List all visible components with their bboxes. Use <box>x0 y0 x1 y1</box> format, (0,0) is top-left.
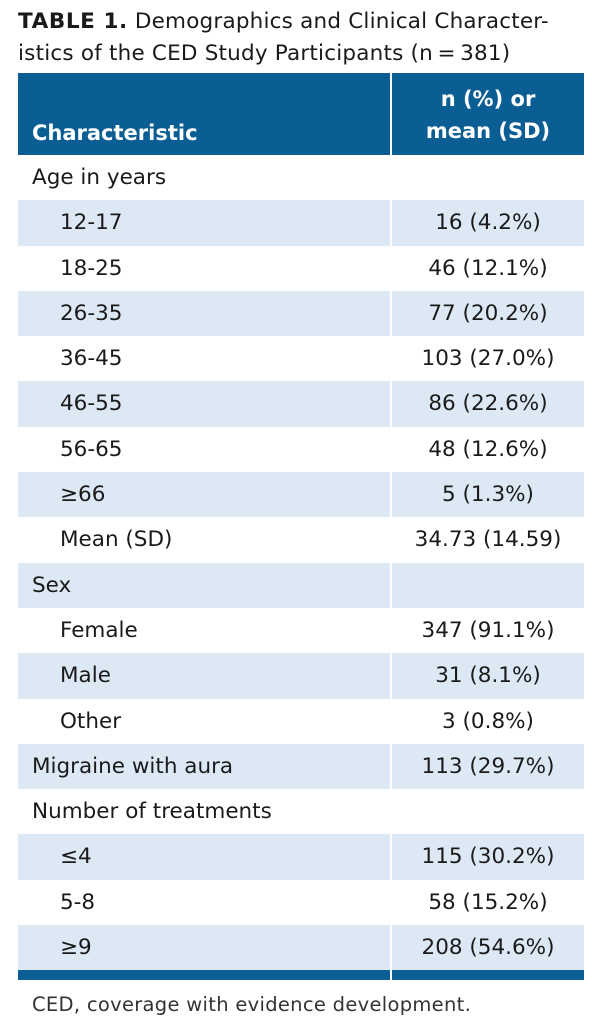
table-header: Characteristic n (%) or mean (SD) <box>18 73 584 155</box>
table-footnote: CED, coverage with evidence development. <box>32 993 472 1016</box>
column-divider <box>390 834 392 880</box>
row-label: 56-65 <box>60 436 123 462</box>
column-divider <box>390 743 392 790</box>
table-row: 5-8 58 (15.2%) <box>18 879 584 926</box>
table-number: TABLE 1. <box>18 9 128 34</box>
table-row: Migraine with aura 113 (29.7%) <box>18 743 584 790</box>
table-row: 18-25 46 (12.1%) <box>18 245 584 291</box>
header-value: n (%) or mean (SD) <box>392 83 584 147</box>
header-value-line1: n (%) or <box>440 87 536 111</box>
row-value: 16 (4.2%) <box>435 210 541 236</box>
row-value: 86 (22.6%) <box>428 391 548 417</box>
column-divider <box>390 381 392 427</box>
table-row: Female 347 (91.1%) <box>18 607 584 654</box>
header-characteristic: Characteristic <box>32 121 198 145</box>
table-body: Age in years 12-17 16 (4.2%) 18-25 46 (12.1%… <box>18 155 584 971</box>
caption-text-line2: istics of the CED Study Participants (n … <box>18 41 511 66</box>
column-divider <box>390 879 392 926</box>
row-label: 12-17 <box>60 210 123 236</box>
demographics-table: Characteristic n (%) or mean (SD) Age in… <box>18 73 584 981</box>
table-row: Male 31 (8.1%) <box>18 653 584 699</box>
row-label: 36-45 <box>60 346 123 372</box>
header-value-line2: mean (SD) <box>425 119 551 143</box>
row-value: 48 (12.6%) <box>428 436 548 462</box>
row-value: 3 (0.8%) <box>442 708 534 734</box>
table-row: ≥66 5 (1.3%) <box>18 472 584 518</box>
table-row: 56-65 48 (12.6%) <box>18 426 584 473</box>
row-label: Sex <box>32 572 72 598</box>
table-row: Sex <box>18 562 584 608</box>
row-value: 347 (91.1%) <box>421 617 555 643</box>
row-value: 115 (30.2%) <box>421 844 555 870</box>
row-value: 46 (12.1%) <box>428 255 548 281</box>
row-label: 18-25 <box>60 255 123 281</box>
column-divider <box>390 155 392 201</box>
row-value: 31 (8.1%) <box>435 663 541 689</box>
column-divider <box>390 426 392 473</box>
table-row: Number of treatments <box>18 789 584 835</box>
row-label: Female <box>60 617 138 643</box>
table-row: 12-17 16 (4.2%) <box>18 200 584 246</box>
row-value: 5 (1.3%) <box>442 482 534 508</box>
row-label: 46-55 <box>60 391 123 417</box>
table-row: 26-35 77 (20.2%) <box>18 290 584 337</box>
row-label: Number of treatments <box>32 799 272 825</box>
table-row: 36-45 103 (27.0%) <box>18 336 584 382</box>
row-value: 113 (29.7%) <box>421 753 555 779</box>
column-divider <box>390 245 392 291</box>
column-divider <box>390 517 392 563</box>
row-value: 208 (54.6%) <box>421 935 555 961</box>
column-divider <box>390 607 392 654</box>
table-row: ≥9 208 (54.6%) <box>18 925 584 971</box>
row-label: Male <box>60 663 111 689</box>
row-value: 77 (20.2%) <box>428 300 548 326</box>
table-row: Other 3 (0.8%) <box>18 698 584 744</box>
row-label: Age in years <box>32 165 167 190</box>
table-row: Age in years <box>18 155 584 201</box>
column-divider <box>390 336 392 382</box>
row-value: 34.73 (14.59) <box>414 527 562 553</box>
table-bottom-rule <box>18 970 584 981</box>
row-label: Migraine with aura <box>32 753 234 779</box>
row-label: Other <box>60 708 122 734</box>
row-label: 5-8 <box>60 889 96 915</box>
row-label: ≤4 <box>60 844 92 870</box>
table-caption: TABLE 1. Demographics and Clinical Chara… <box>18 6 584 70</box>
table-row: ≤4 115 (30.2%) <box>18 834 584 880</box>
column-divider <box>390 698 392 744</box>
column-divider <box>390 73 392 155</box>
column-divider <box>390 970 392 981</box>
row-label: Mean (SD) <box>60 527 173 553</box>
column-divider <box>390 925 392 971</box>
column-divider <box>390 789 392 835</box>
column-divider <box>390 562 392 608</box>
table-row: Mean (SD) 34.73 (14.59) <box>18 517 584 563</box>
row-value: 103 (27.0%) <box>421 346 555 372</box>
row-value: 58 (15.2%) <box>428 889 548 915</box>
row-label: ≥66 <box>60 482 106 508</box>
caption-text-line1: Demographics and Clinical Character- <box>134 9 549 34</box>
column-divider <box>390 290 392 337</box>
column-divider <box>390 200 392 246</box>
column-divider <box>390 653 392 699</box>
row-label: 26-35 <box>60 300 123 326</box>
column-divider <box>390 472 392 518</box>
table-row: 46-55 86 (22.6%) <box>18 381 584 427</box>
row-label: ≥9 <box>60 935 92 961</box>
